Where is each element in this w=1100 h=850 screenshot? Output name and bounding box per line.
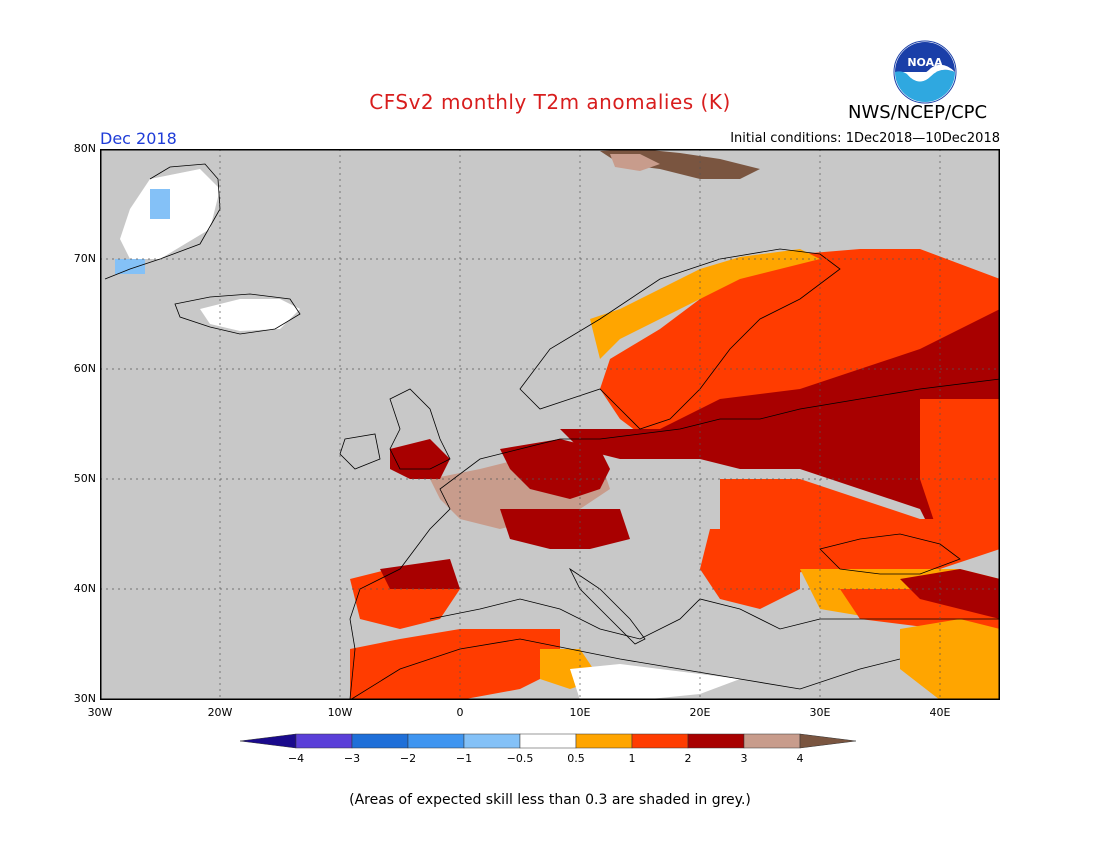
lat-label: 60N bbox=[73, 362, 96, 375]
colorbar-swatch bbox=[519, 733, 577, 749]
map-frame bbox=[100, 149, 1000, 700]
anomaly-patch-east-europe bbox=[560, 309, 1000, 549]
coastline-black-sea bbox=[819, 533, 961, 575]
anomaly-patch-caucasus bbox=[900, 569, 1000, 619]
coastline-italy bbox=[568, 567, 646, 645]
anomaly-patch-germany bbox=[500, 439, 610, 499]
lat-label: 80N bbox=[73, 142, 96, 155]
chart-title: CFSv2 monthly T2m anomalies (K) bbox=[369, 90, 731, 114]
colorbar-tick-label: −0.5 bbox=[507, 752, 534, 765]
lon-label: 40E bbox=[929, 706, 951, 719]
svg-text:NOAA: NOAA bbox=[907, 56, 943, 69]
anomaly-patch-alps bbox=[500, 509, 630, 549]
colorbar-swatch bbox=[240, 733, 297, 749]
skill-footnote: (Areas of expected skill less than 0.3 a… bbox=[349, 792, 751, 808]
colorbar-swatch bbox=[799, 733, 857, 749]
coastline-iceland bbox=[174, 293, 301, 335]
colorbar-tick-label: −3 bbox=[344, 752, 360, 765]
coastline-scandinavia bbox=[519, 248, 841, 430]
lon-label: 20E bbox=[689, 706, 711, 719]
lat-label: 50N bbox=[73, 472, 96, 485]
colorbar-swatch bbox=[575, 733, 633, 749]
colorbar-tick-label: 1 bbox=[629, 752, 636, 765]
coastline-mediterranean bbox=[429, 598, 1000, 640]
colorbar-swatch bbox=[295, 733, 353, 749]
anomaly-patch-white-africa bbox=[570, 664, 740, 700]
anomaly-patch-norway-coast bbox=[590, 249, 820, 359]
lat-label: 40N bbox=[73, 582, 96, 595]
coastline-uk bbox=[389, 388, 451, 470]
colorbar-tick-label: 3 bbox=[741, 752, 748, 765]
colorbar-swatch bbox=[463, 733, 521, 749]
lon-label: 10E bbox=[569, 706, 591, 719]
lon-label: 30W bbox=[87, 706, 113, 719]
colorbar-swatch bbox=[687, 733, 745, 749]
lon-label: 30E bbox=[809, 706, 831, 719]
colorbar-tick-label: 4 bbox=[797, 752, 804, 765]
noaa-logo: NOAA bbox=[893, 40, 957, 108]
lat-label: 30N bbox=[73, 692, 96, 705]
lon-label: 10W bbox=[327, 706, 353, 719]
initial-conditions-label: Initial conditions: 1Dec2018—10Dec2018 bbox=[730, 131, 1000, 146]
anomaly-patch-svalbard-light bbox=[610, 154, 660, 171]
colorbar-tick-label: 2 bbox=[685, 752, 692, 765]
anomaly-map bbox=[100, 149, 1000, 700]
colorbar-tick-label: 0.5 bbox=[567, 752, 585, 765]
anomaly-patch-greenland-blue2 bbox=[115, 259, 145, 274]
colorbar-tick-label: −2 bbox=[400, 752, 416, 765]
coastline-africa bbox=[349, 638, 901, 700]
anomaly-patch-greenland-blue bbox=[150, 189, 170, 219]
coastlines bbox=[104, 163, 1000, 700]
anomaly-patch-iceland bbox=[200, 299, 300, 331]
lon-label: 0 bbox=[456, 706, 464, 719]
forecast-month-label: Dec 2018 bbox=[100, 129, 177, 148]
colorbar-tick-label: −1 bbox=[456, 752, 472, 765]
gridlines bbox=[100, 149, 1000, 700]
anomaly-patch-iberia-north bbox=[380, 559, 460, 589]
colorbar-tick-label: −4 bbox=[288, 752, 304, 765]
colorbar-swatch bbox=[743, 733, 801, 749]
anomaly-patch-north-africa bbox=[350, 629, 560, 700]
agency-label: NWS/NCEP/CPC bbox=[848, 102, 988, 123]
colorbar-swatch bbox=[407, 733, 465, 749]
colorbar-swatch bbox=[631, 733, 689, 749]
lon-label: 20W bbox=[207, 706, 233, 719]
anomaly-patch-middle-east bbox=[900, 619, 1000, 700]
coastline-europe bbox=[349, 378, 1000, 700]
lat-label: 70N bbox=[73, 252, 96, 265]
coastline-ireland bbox=[339, 433, 381, 470]
colorbar: −4 −3 −2 −1 −0.5 0.5 1 2 3 4 bbox=[240, 733, 857, 765]
colorbar-swatch bbox=[351, 733, 409, 749]
anomaly-patch-russia-south bbox=[920, 399, 1000, 549]
